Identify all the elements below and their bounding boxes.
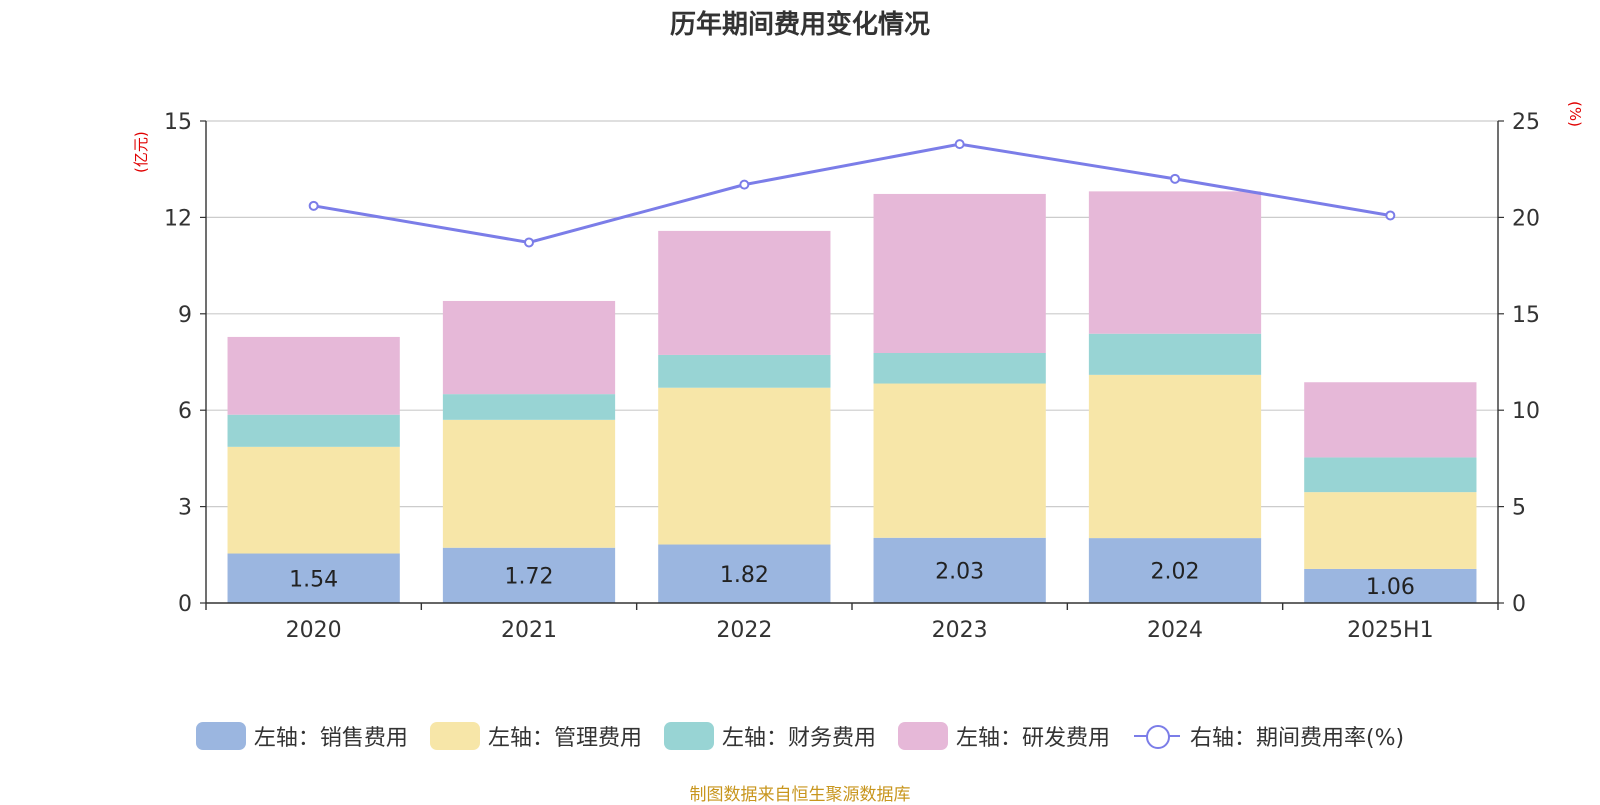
x-axis-tick-label: 2021 xyxy=(501,618,557,643)
bar-segment xyxy=(227,553,400,603)
rate-point xyxy=(954,139,965,150)
bar-data-label: 2.02 xyxy=(1151,560,1200,585)
bar-segment xyxy=(442,547,616,603)
bar-segment xyxy=(658,230,831,355)
right-axis-tick-label: 0 xyxy=(1512,592,1526,617)
bar-segment xyxy=(1304,457,1477,493)
left-axis-tick-label: 15 xyxy=(164,110,192,135)
bar-data-label: 2.03 xyxy=(935,559,984,584)
bar-segment xyxy=(1088,191,1262,334)
legend-item-rate[interactable]: 右轴：期间费用率(%) xyxy=(1132,720,1404,752)
bar-segment xyxy=(1304,382,1477,458)
legend: 左轴：销售费用 左轴：管理费用 左轴：财务费用 左轴：研发费用 右轴：期间费用率… xyxy=(0,720,1600,752)
legend-swatch-sales xyxy=(195,722,246,750)
rate-point xyxy=(739,179,750,190)
legend-label-sales: 左轴：销售费用 xyxy=(253,726,408,751)
left-axis-tick-label: 12 xyxy=(164,206,192,231)
left-axis-tick-label: 6 xyxy=(178,399,192,424)
bar-data-label: 1.82 xyxy=(720,563,769,588)
right-axis-tick-label: 20 xyxy=(1512,206,1540,231)
source-note: 制图数据来自恒生聚源数据库 xyxy=(689,785,911,805)
x-axis-tick-label: 2020 xyxy=(286,618,342,643)
bar-segment xyxy=(658,544,831,603)
legend-label-finance: 左轴：财务费用 xyxy=(721,726,876,751)
bar-segment xyxy=(873,193,1046,354)
bars xyxy=(227,191,1477,603)
bar-data-label: 1.06 xyxy=(1366,575,1415,600)
x-axis-tick-label: 2023 xyxy=(932,618,988,643)
bar-data-label: 1.72 xyxy=(505,564,554,589)
rate-point xyxy=(1170,173,1180,184)
legend-swatch-rate xyxy=(1132,722,1182,750)
bar-segment xyxy=(873,537,1046,603)
data-labels: 1.54 1.72 1.82 2.03 2.02 1.06 xyxy=(289,559,1415,600)
bar-segment xyxy=(1088,333,1262,375)
legend-item-sales[interactable]: 左轴：销售费用 xyxy=(195,720,408,752)
bar-segment xyxy=(1304,492,1477,569)
left-axis-tick-label: 3 xyxy=(178,496,192,521)
bar-segment xyxy=(1304,568,1477,603)
right-axis-tick-label: 5 xyxy=(1512,496,1526,521)
rate-point xyxy=(308,200,319,211)
right-axis-tick-label: 25 xyxy=(1512,110,1540,135)
bar-segment xyxy=(1088,374,1262,539)
rate-point xyxy=(1385,210,1396,221)
left-axis-tick-label: 9 xyxy=(178,303,192,328)
x-axis-tick-label: 2024 xyxy=(1147,618,1203,643)
rate-point xyxy=(524,237,534,248)
bar-segment xyxy=(873,383,1046,538)
bar-segment xyxy=(442,300,616,395)
legend-swatch-finance xyxy=(663,722,714,750)
bar-segment xyxy=(873,353,1046,384)
bar-segment xyxy=(227,336,400,415)
rate-line xyxy=(308,139,1396,248)
x-axis-tick-label: 2025H1 xyxy=(1347,618,1434,643)
bar-segment xyxy=(442,394,616,420)
legend-swatch-admin xyxy=(429,722,480,750)
right-axis-tick-label: 15 xyxy=(1512,303,1540,328)
bar-segment xyxy=(227,446,400,554)
legend-item-admin[interactable]: 左轴：管理费用 xyxy=(429,720,642,752)
grid-lines xyxy=(206,120,1498,508)
legend-label-admin: 左轴：管理费用 xyxy=(487,726,642,751)
bar-segment xyxy=(658,354,831,388)
legend-label-rnd: 左轴：研发费用 xyxy=(955,726,1110,751)
legend-swatch-rnd xyxy=(897,722,948,750)
bar-data-label: 1.54 xyxy=(289,567,338,592)
legend-item-finance[interactable]: 左轴：财务费用 xyxy=(663,720,876,752)
axes: 0 3 6 9 12 15 0 5 10 15 20 25 2020 2021 2022 2023 2024 20… xyxy=(164,110,1540,643)
bar-segment xyxy=(658,387,831,545)
x-axis-tick-label: 2022 xyxy=(716,618,772,643)
chart-title: 历年期间费用变化情况 xyxy=(669,10,930,40)
bar-segment xyxy=(442,419,616,548)
bar-segment xyxy=(227,414,400,447)
legend-label-rate: 右轴：期间费用率(%) xyxy=(1189,726,1405,751)
right-axis-tick-label: 10 xyxy=(1512,399,1540,424)
left-axis-tick-label: 0 xyxy=(178,592,192,617)
bar-segment xyxy=(1088,538,1262,603)
legend-item-rnd[interactable]: 左轴：研发费用 xyxy=(897,720,1110,752)
rate-line-path xyxy=(313,142,1391,244)
